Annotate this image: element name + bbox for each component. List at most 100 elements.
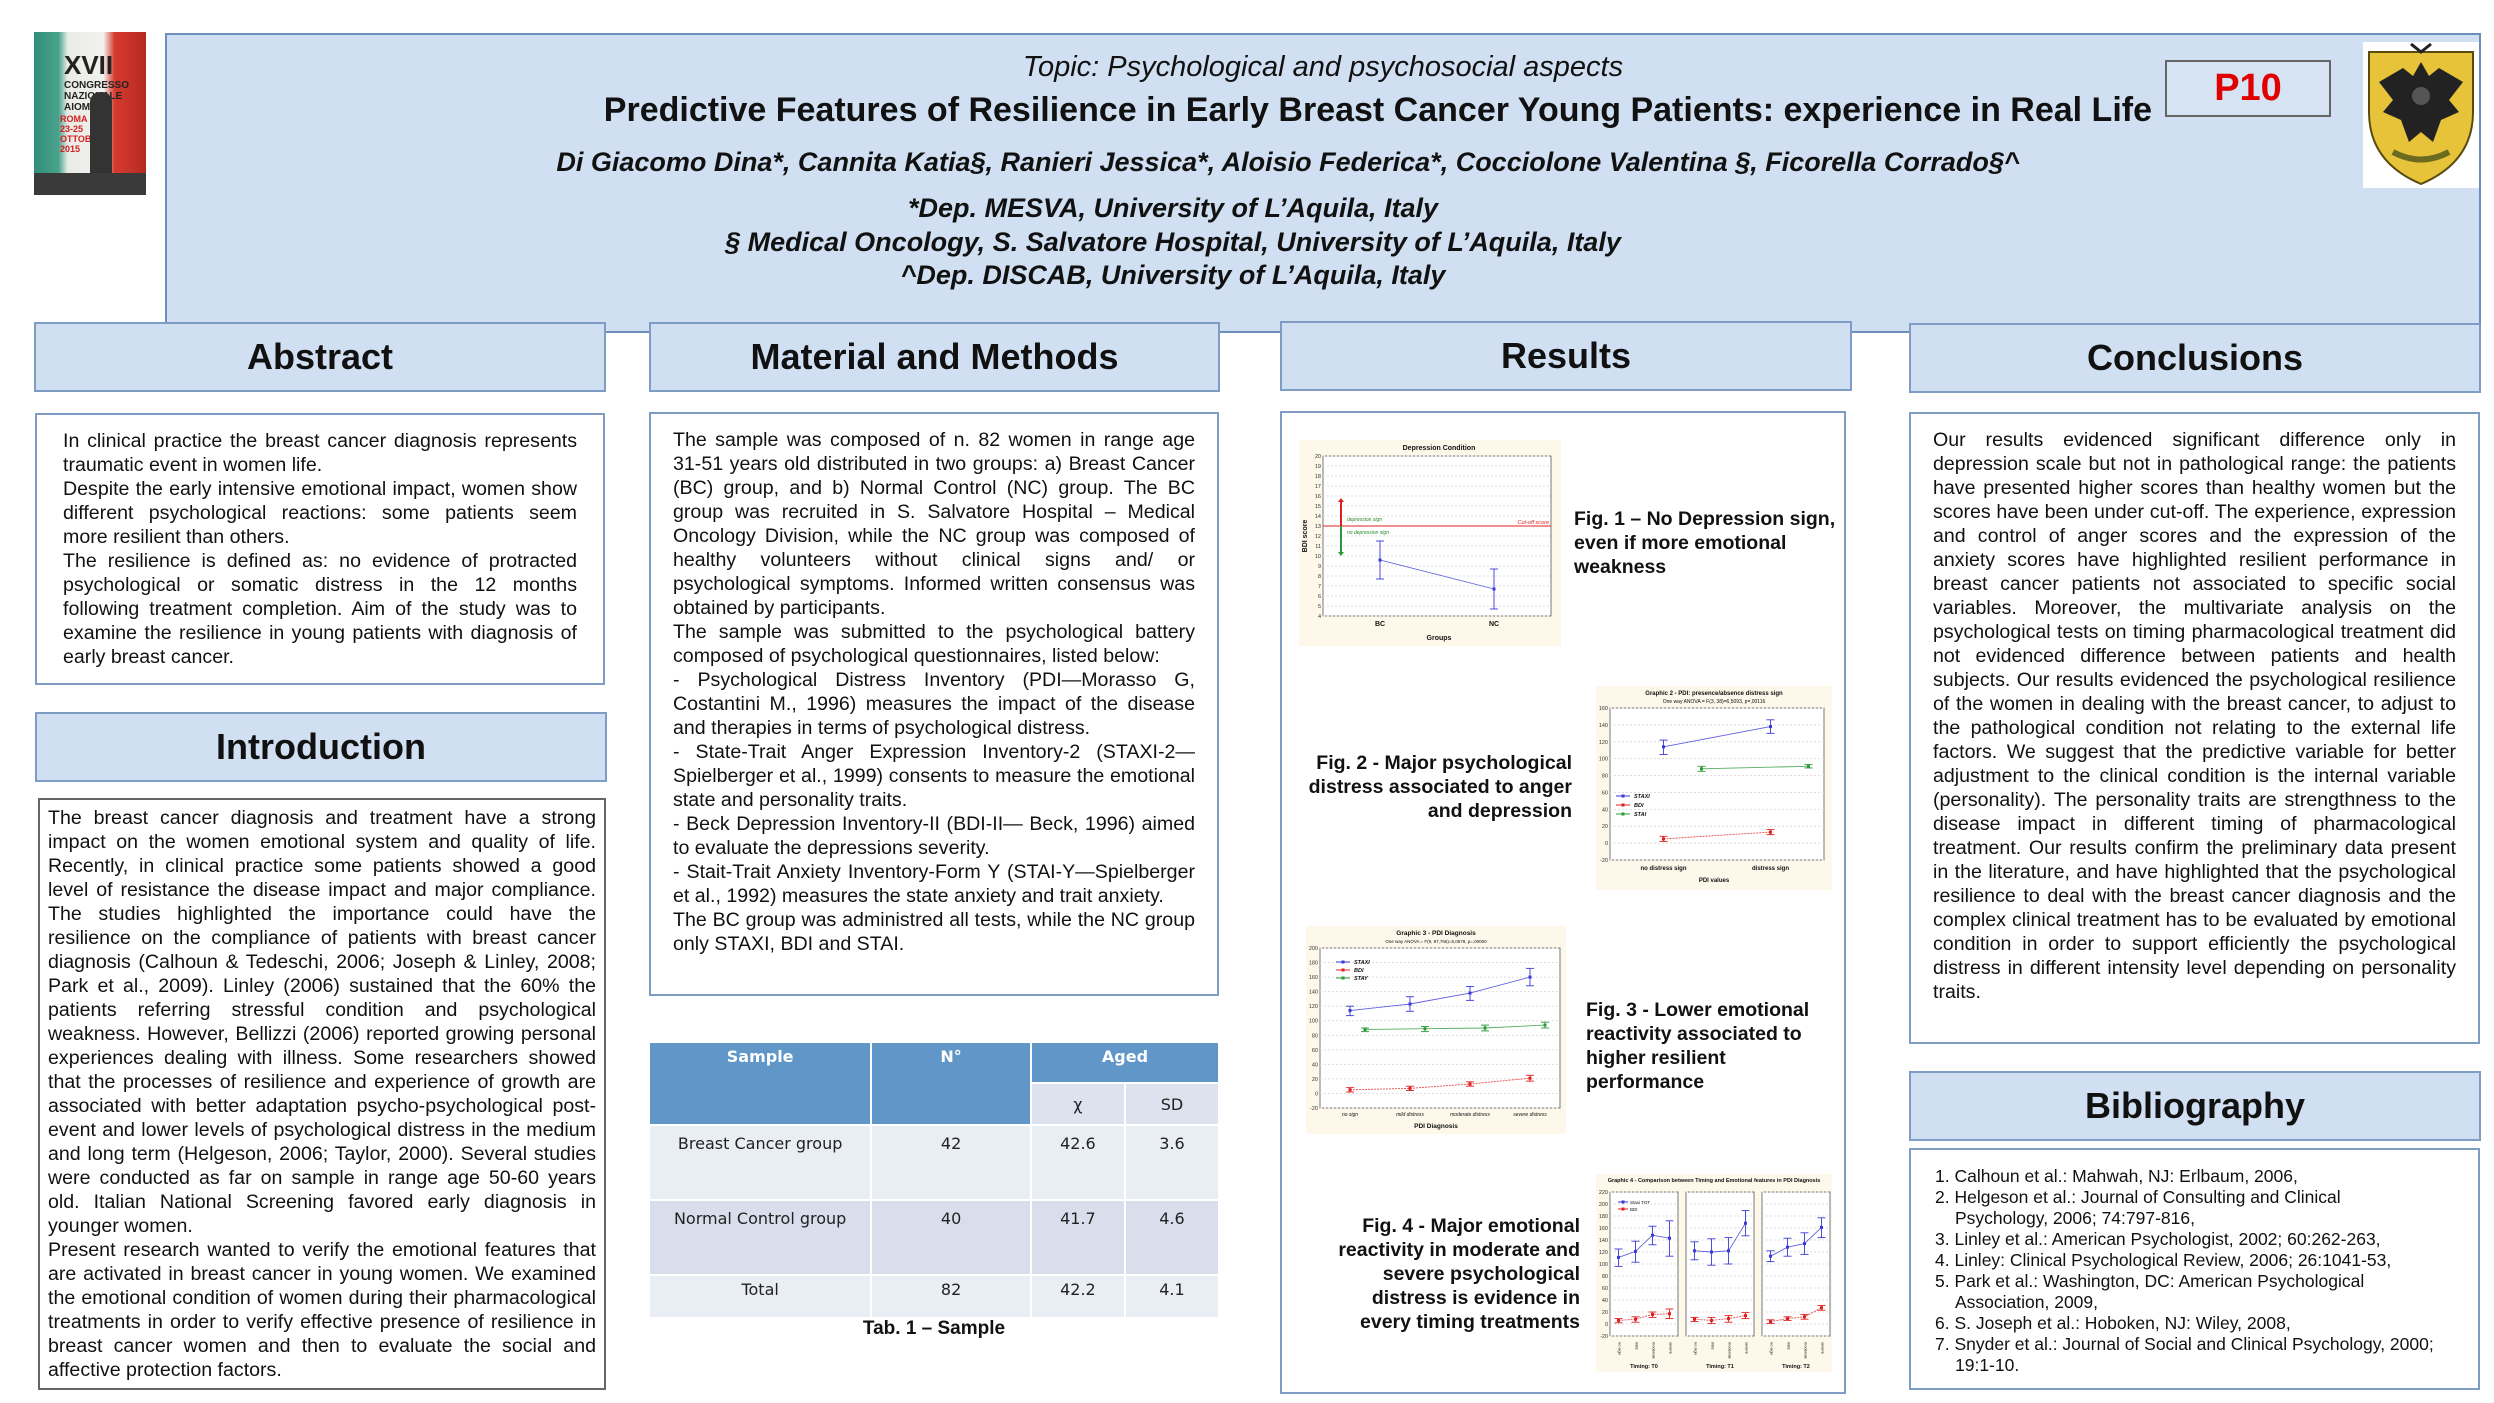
reference-item: 3. Linley et al.: American Psychologist,… xyxy=(1935,1229,2454,1250)
y-tick-label: 160 xyxy=(1599,1226,1608,1232)
introduction-body: The breast cancer diagnosis and treatmen… xyxy=(38,798,606,1390)
y-tick-label: 40 xyxy=(1602,1298,1608,1304)
series-line-bdi xyxy=(1694,1315,1746,1321)
legend-marker xyxy=(1621,1207,1625,1211)
y-tick-label: 140 xyxy=(1599,723,1608,729)
y-tick-label: 13 xyxy=(1315,524,1321,530)
series-line-staxi xyxy=(1663,726,1771,748)
fig4-svg: Graphic 4 - Comparison between Timing an… xyxy=(1599,1178,1831,1370)
abstract-paragraph: The resilience is defined as: no evidenc… xyxy=(63,550,577,668)
methods-paragraph: - State-Trait Anger Expression Inventory… xyxy=(673,741,1195,811)
sample-table-wrap: Sample N° Aged χ SD Breast Cancer group … xyxy=(647,1041,1221,1319)
reference-text: 4. Linley: Clinical Psychological Review… xyxy=(1935,1250,2392,1270)
series-line-stay xyxy=(1364,1024,1546,1030)
y-tick-label: 0 xyxy=(1605,841,1608,847)
data-point xyxy=(1348,1009,1352,1013)
data-point xyxy=(1668,1236,1671,1240)
x-tick-label: severe xyxy=(1821,1342,1826,1355)
y-tick-label: 140 xyxy=(1599,1238,1608,1244)
data-point xyxy=(1468,991,1472,995)
reference-item: 5. Park et al.: Washington, DC: American… xyxy=(1935,1271,2454,1313)
cell-mean: 42.6 xyxy=(1029,1124,1126,1201)
th-mean: χ xyxy=(1029,1082,1126,1126)
y-tick-label: -20 xyxy=(1600,1334,1608,1340)
legend-marker xyxy=(1621,794,1625,798)
th-n: N° xyxy=(870,1041,1032,1126)
reference-item: 2. Helgeson et al.: Journal of Consultin… xyxy=(1935,1187,2454,1229)
legend-label: STAI xyxy=(1634,812,1647,818)
x-tick-label: no sign xyxy=(1770,1342,1775,1355)
plot-area xyxy=(1319,947,1561,1109)
panel-label: Timing: T0 xyxy=(1630,1364,1658,1370)
y-tick-label: 160 xyxy=(1599,706,1608,712)
data-point xyxy=(1651,1233,1654,1237)
abstract-body: In clinical practice the breast cancer d… xyxy=(35,413,605,685)
data-point xyxy=(1820,1306,1823,1310)
chart-title: Graphic 3 - PDI Diagnosis xyxy=(1396,930,1476,937)
y-tick-label: 14 xyxy=(1315,514,1321,520)
university-crest xyxy=(2363,42,2479,188)
panel-label: Timing: T1 xyxy=(1706,1364,1734,1370)
data-point xyxy=(1363,1027,1367,1031)
y-tick-label: 120 xyxy=(1599,1250,1608,1256)
y-tick-label: 60 xyxy=(1602,790,1608,796)
cell-mean: 42.2 xyxy=(1029,1274,1126,1319)
table-row: Breast Cancer group 42 42.6 3.6 xyxy=(647,1124,1221,1201)
data-point xyxy=(1483,1026,1487,1030)
congress-logo-footer xyxy=(34,173,146,195)
data-point xyxy=(1634,1317,1637,1321)
panel-label: Timing: T2 xyxy=(1782,1364,1810,1370)
x-tick-label: moderate xyxy=(1652,1342,1657,1360)
cutoff-label: Cut-off score xyxy=(1518,520,1549,526)
data-point xyxy=(1528,1076,1532,1080)
data-point xyxy=(1693,1317,1696,1321)
methods-paragraph: - Psychological Distress Inventory (PDI—… xyxy=(673,669,1195,739)
x-tick-label: severe xyxy=(1745,1342,1750,1355)
y-tick-label: 12 xyxy=(1315,534,1321,540)
series-line-bdi xyxy=(1349,1077,1531,1091)
th-sd: SD xyxy=(1123,1082,1221,1126)
y-tick-label: -20 xyxy=(1310,1106,1318,1112)
data-point xyxy=(1528,975,1532,979)
data-point xyxy=(1662,745,1665,749)
y-tick-label: 120 xyxy=(1599,740,1608,746)
annotation-no-depression-sign: no depression sign xyxy=(1347,530,1389,536)
y-tick-label: 80 xyxy=(1602,774,1608,780)
y-tick-label: -20 xyxy=(1600,858,1608,864)
x-tick-label: severe distress xyxy=(1513,1112,1547,1118)
sample-table: Sample N° Aged χ SD Breast Cancer group … xyxy=(647,1041,1221,1319)
poster-code-badge: P10 xyxy=(2165,60,2331,117)
topic-line: Topic: Psychological and psychosocial as… xyxy=(1022,51,1624,83)
congress-logo-dates: ROMA 23-25 OTTOBRE 2015 xyxy=(60,114,104,154)
plot-area xyxy=(1609,707,1825,861)
series-line-staxi-tot xyxy=(1618,1234,1670,1258)
y-tick-label: 0 xyxy=(1315,1091,1318,1097)
y-tick-label: 5 xyxy=(1318,604,1321,610)
data-point xyxy=(1744,1314,1747,1318)
down-arrow-head xyxy=(1338,552,1344,556)
figure-2-caption: Fig. 2 - Major psychological distress as… xyxy=(1308,752,1572,822)
y-tick-label: 8 xyxy=(1318,574,1321,580)
conclusions-text: Our results evidenced significant differ… xyxy=(1933,429,2456,1003)
legend-label: BDI xyxy=(1630,1207,1638,1212)
x-tick-label: NC xyxy=(1489,621,1499,628)
x-tick-label: mild xyxy=(1787,1342,1792,1349)
data-point xyxy=(1668,1312,1671,1316)
bibliography-body: 1. Calhoun et al.: Mahwah, NJ: Erlbaum, … xyxy=(1909,1148,2480,1390)
cell-sd: 4.1 xyxy=(1123,1274,1221,1319)
x-tick-label: mild xyxy=(1711,1342,1716,1349)
y-axis-label: BDI score xyxy=(1302,520,1309,553)
y-tick-label: 19 xyxy=(1315,464,1321,470)
data-point xyxy=(1786,1245,1789,1249)
data-point xyxy=(1348,1088,1352,1092)
data-point xyxy=(1727,1317,1730,1321)
reference-item: 1. Calhoun et al.: Mahwah, NJ: Erlbaum, … xyxy=(1935,1166,2454,1187)
painter-figure xyxy=(90,92,112,177)
x-tick-label: mild distress xyxy=(1396,1112,1424,1118)
series-line-bdi xyxy=(1770,1307,1822,1323)
y-tick-label: 160 xyxy=(1309,975,1318,981)
cell-sd: 3.6 xyxy=(1123,1124,1221,1201)
reference-text: 1. Calhoun et al.: Mahwah, NJ: Erlbaum, … xyxy=(1935,1166,2298,1186)
conclusions-header: Conclusions xyxy=(1909,323,2481,393)
legend-marker xyxy=(1621,1200,1625,1204)
